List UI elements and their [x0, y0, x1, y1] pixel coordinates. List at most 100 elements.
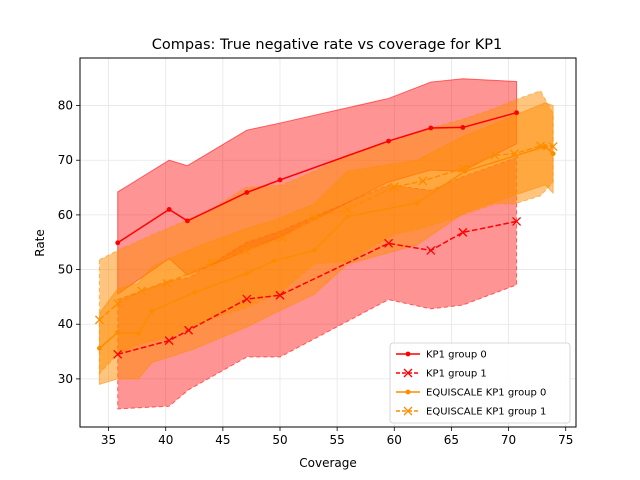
data-point-series-1 [113, 349, 123, 359]
data-point-series-3 [137, 286, 147, 296]
data-point-series-2 [414, 200, 420, 206]
legend-label-series-3: EQUISCALE KP1 group 1 [426, 407, 546, 418]
data-point-series-0 [277, 177, 283, 183]
data-point-series-2 [135, 331, 141, 336]
data-point-series-3 [389, 182, 399, 192]
series-lines [94, 110, 558, 359]
data-point-series-0 [460, 125, 466, 130]
data-point-series-3-stroke-b [458, 163, 468, 173]
x-tick-label: 70 [501, 433, 516, 447]
data-point-series-0 [185, 218, 190, 224]
data-point-series-3-stroke-b [277, 233, 287, 243]
data-point-series-3 [458, 163, 468, 173]
x-tick-label: 55 [330, 433, 345, 447]
data-point-series-1-stroke-b [384, 238, 394, 248]
x-tick-label: 50 [272, 433, 287, 447]
series-line-1 [117, 220, 517, 356]
data-point-series-2 [149, 308, 155, 314]
data-point-series-2 [191, 290, 197, 295]
y-tick-label: 80 [58, 99, 73, 113]
x-tick-label: 60 [387, 433, 402, 447]
data-point-series-1 [184, 325, 194, 335]
data-point-series-3 [277, 233, 287, 243]
data-point-series-3-stroke-b [94, 315, 104, 325]
data-point-series-2 [244, 270, 250, 276]
x-tick-label: 35 [101, 433, 116, 447]
data-point-series-0 [244, 190, 250, 195]
data-point-series-1-stroke-b [164, 336, 174, 346]
x-axis-label: Coverage [299, 456, 357, 470]
data-point-series-1 [164, 336, 174, 346]
data-point-series-2 [97, 345, 102, 351]
data-point-series-3-stroke-b [389, 182, 399, 192]
x-tick-label: 75 [558, 433, 573, 447]
data-point-series-0 [428, 125, 434, 131]
data-point-series-3 [241, 245, 251, 255]
y-axis-label: Rate [33, 229, 47, 257]
data-point-series-3-stroke-b [418, 176, 428, 186]
data-point-series-3-stroke-b [548, 142, 558, 152]
data-point-series-3-stroke-b [509, 149, 519, 159]
legend-marker-series-2 [405, 389, 411, 395]
data-point-series-0 [115, 240, 121, 246]
y-tick-label: 40 [58, 317, 73, 331]
data-point-series-2 [311, 248, 317, 253]
data-point-series-3-stroke-b [490, 150, 500, 160]
legend-label-series-1: KP1 group 1 [426, 369, 487, 380]
plot-frame [79, 57, 577, 428]
data-point-series-3 [490, 150, 500, 160]
data-point-series-3 [509, 149, 519, 159]
data-point-series-1 [242, 294, 252, 304]
legend-marker-series-1 [403, 368, 413, 378]
data-point-series-3 [309, 213, 319, 223]
axis-ticks: 35 40 45 50 55 60 65 70 75 30 40 50 60 70 80 [58, 99, 574, 447]
legend-label-series-2: EQUISCALE KP1 group 0 [426, 388, 546, 399]
data-point-series-3 [113, 298, 123, 308]
data-point-series-1-stroke-b [512, 216, 522, 226]
x-tick-label: 65 [444, 433, 459, 447]
data-point-series-2 [115, 330, 121, 335]
data-point-series-3-stroke-b [241, 245, 251, 255]
data-point-series-2 [345, 214, 350, 219]
data-point-series-3 [536, 141, 546, 151]
data-point-series-0 [166, 207, 172, 212]
x-tick-label: 40 [158, 433, 173, 447]
data-point-series-2 [550, 151, 556, 157]
data-point-series-3 [162, 278, 172, 288]
data-point-series-1 [458, 227, 468, 237]
data-point-series-3 [206, 258, 216, 268]
y-tick-label: 30 [58, 372, 73, 386]
data-point-series-3 [94, 315, 104, 325]
data-point-series-0 [514, 110, 519, 116]
y-tick-label: 50 [58, 263, 73, 277]
y-tick-label: 70 [58, 153, 73, 167]
data-point-series-1-stroke-b [458, 227, 468, 237]
data-point-series-1 [512, 216, 522, 226]
x-tick-label: 45 [215, 433, 230, 447]
data-point-series-1-stroke-b [113, 349, 123, 359]
data-point-series-3 [342, 204, 352, 214]
data-point-series-1-stroke-b [275, 290, 285, 300]
data-point-series-1 [384, 238, 394, 248]
confidence-band-series-3 [98, 90, 554, 375]
data-point-series-3-stroke-b [206, 258, 216, 268]
data-point-series-3-stroke-b [309, 213, 319, 223]
data-point-series-1-stroke-b [426, 245, 436, 255]
data-point-series-3-stroke-b [137, 286, 147, 296]
legend-marker-series-0 [405, 351, 411, 357]
legend-box [389, 342, 571, 424]
data-point-series-1 [275, 290, 285, 300]
legend-marker-series-3 [403, 406, 413, 416]
legend-marker-series-3-stroke-b [403, 406, 413, 416]
y-tick-label: 60 [58, 208, 73, 222]
data-point-series-1 [426, 245, 436, 255]
data-point-series-3-stroke-b [342, 204, 352, 214]
chart-title: Compas: True negative rate vs coverage f… [152, 37, 502, 53]
data-point-series-3-stroke-b [536, 141, 546, 151]
data-point-series-0 [386, 138, 391, 144]
data-point-series-3 [418, 176, 428, 186]
legend-marker-series-1-stroke-b [403, 368, 413, 378]
legend: KP1 group 0 KP1 group 1 EQUISCALE KP1 grou… [389, 342, 571, 424]
data-point-series-3-stroke-b [162, 278, 172, 288]
